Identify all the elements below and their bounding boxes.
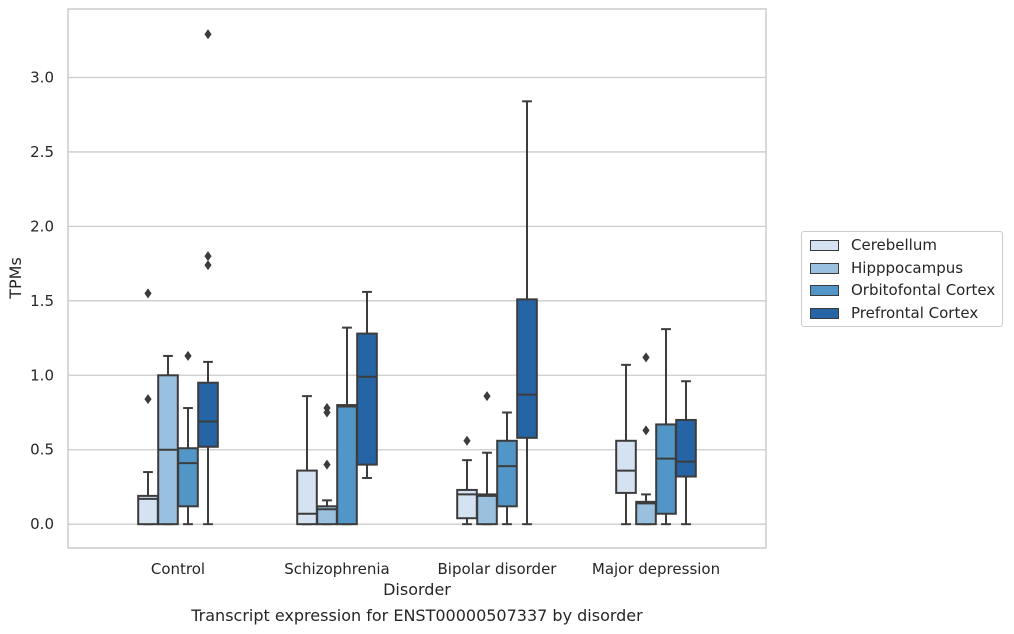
box-cerebellum	[137, 288, 159, 526]
outlier-point	[323, 403, 331, 414]
legend-item-prefrontal: Prefrontal Cortex	[810, 303, 978, 323]
x-tick-label: Major depression	[592, 560, 720, 578]
box-prefrontal-cortex	[356, 290, 378, 480]
legend-swatch	[810, 262, 839, 274]
legend-label: Prefrontal Cortex	[851, 304, 979, 322]
box-prefrontal-cortex	[516, 100, 538, 526]
outlier-point	[483, 391, 491, 402]
box-body	[336, 404, 358, 526]
outlier-point	[204, 251, 212, 262]
box-body	[356, 332, 378, 466]
y-tick-label: 1.0	[30, 366, 54, 384]
box-body	[177, 447, 199, 508]
outlier-point	[463, 435, 471, 446]
outlier-point	[642, 352, 650, 363]
legend-swatch	[810, 284, 839, 296]
outlier-point	[144, 288, 152, 299]
x-tick-label: Control	[151, 560, 205, 578]
box-prefrontal-cortex	[675, 380, 697, 526]
legend-swatch	[810, 239, 839, 251]
x-tick-label: Bipolar disorder	[438, 560, 558, 578]
box-hipppocampus	[476, 391, 498, 526]
y-axis-title: TPMs	[6, 257, 25, 300]
box-hipppocampus	[157, 354, 179, 526]
legend-item-hippocampus: Hipppocampus	[810, 258, 963, 278]
boxplots	[137, 29, 697, 526]
y-tick-label: 1.5	[30, 292, 54, 310]
box-body	[496, 439, 518, 508]
box-body	[516, 298, 538, 439]
outlier-point	[204, 29, 212, 40]
y-tick-label: 3.0	[30, 68, 54, 86]
box-orbitofontal-cortex	[655, 328, 677, 526]
outlier-point	[642, 425, 650, 436]
box-body	[296, 469, 318, 526]
box-cerebellum	[615, 363, 637, 526]
y-tick-label: 2.5	[30, 143, 54, 161]
outlier-point	[204, 260, 212, 271]
outlier-point	[323, 459, 331, 470]
box-cerebellum	[296, 395, 318, 526]
outlier-point	[184, 350, 192, 361]
box-body	[655, 423, 677, 515]
box-body	[615, 439, 637, 494]
box-body	[197, 381, 219, 448]
box-hipppocampus	[316, 403, 338, 526]
legend-item-orbitofrontal: Orbitofontal Cortex	[810, 280, 995, 300]
x-tick-label: Schizophrenia	[284, 560, 389, 578]
x-tick-labels: Control Schizophrenia Bipolar disorder Majo…	[151, 560, 720, 578]
y-tick-label: 2.0	[30, 217, 54, 235]
box-orbitofontal-cortex	[496, 411, 518, 526]
box-body	[635, 500, 657, 526]
box-prefrontal-cortex	[197, 29, 219, 526]
chart-caption: Transcript expression for ENST0000050733…	[191, 606, 643, 625]
box-body	[675, 418, 697, 478]
outlier-point	[144, 394, 152, 405]
y-tick-label: 0.5	[30, 441, 54, 459]
legend-swatch	[810, 307, 839, 319]
box-body	[137, 494, 159, 526]
legend-label: Cerebellum	[851, 236, 937, 254]
legend-label: Hipppocampus	[851, 259, 964, 277]
legend-label: Orbitofontal Cortex	[851, 281, 996, 299]
y-tick-labels: 0.0 0.5 1.0 1.5 2.0 2.5 3.0	[30, 68, 54, 533]
box-orbitofontal-cortex	[177, 350, 199, 526]
x-axis-title: Disorder	[383, 580, 451, 599]
y-tick-label: 0.0	[30, 515, 54, 533]
box-body	[476, 493, 498, 526]
legend: Cerebellum Hipppocampus Orbitofontal Cor…	[801, 231, 1003, 327]
plot-frame	[67, 8, 767, 549]
legend-item-cerebellum: Cerebellum	[810, 235, 937, 255]
